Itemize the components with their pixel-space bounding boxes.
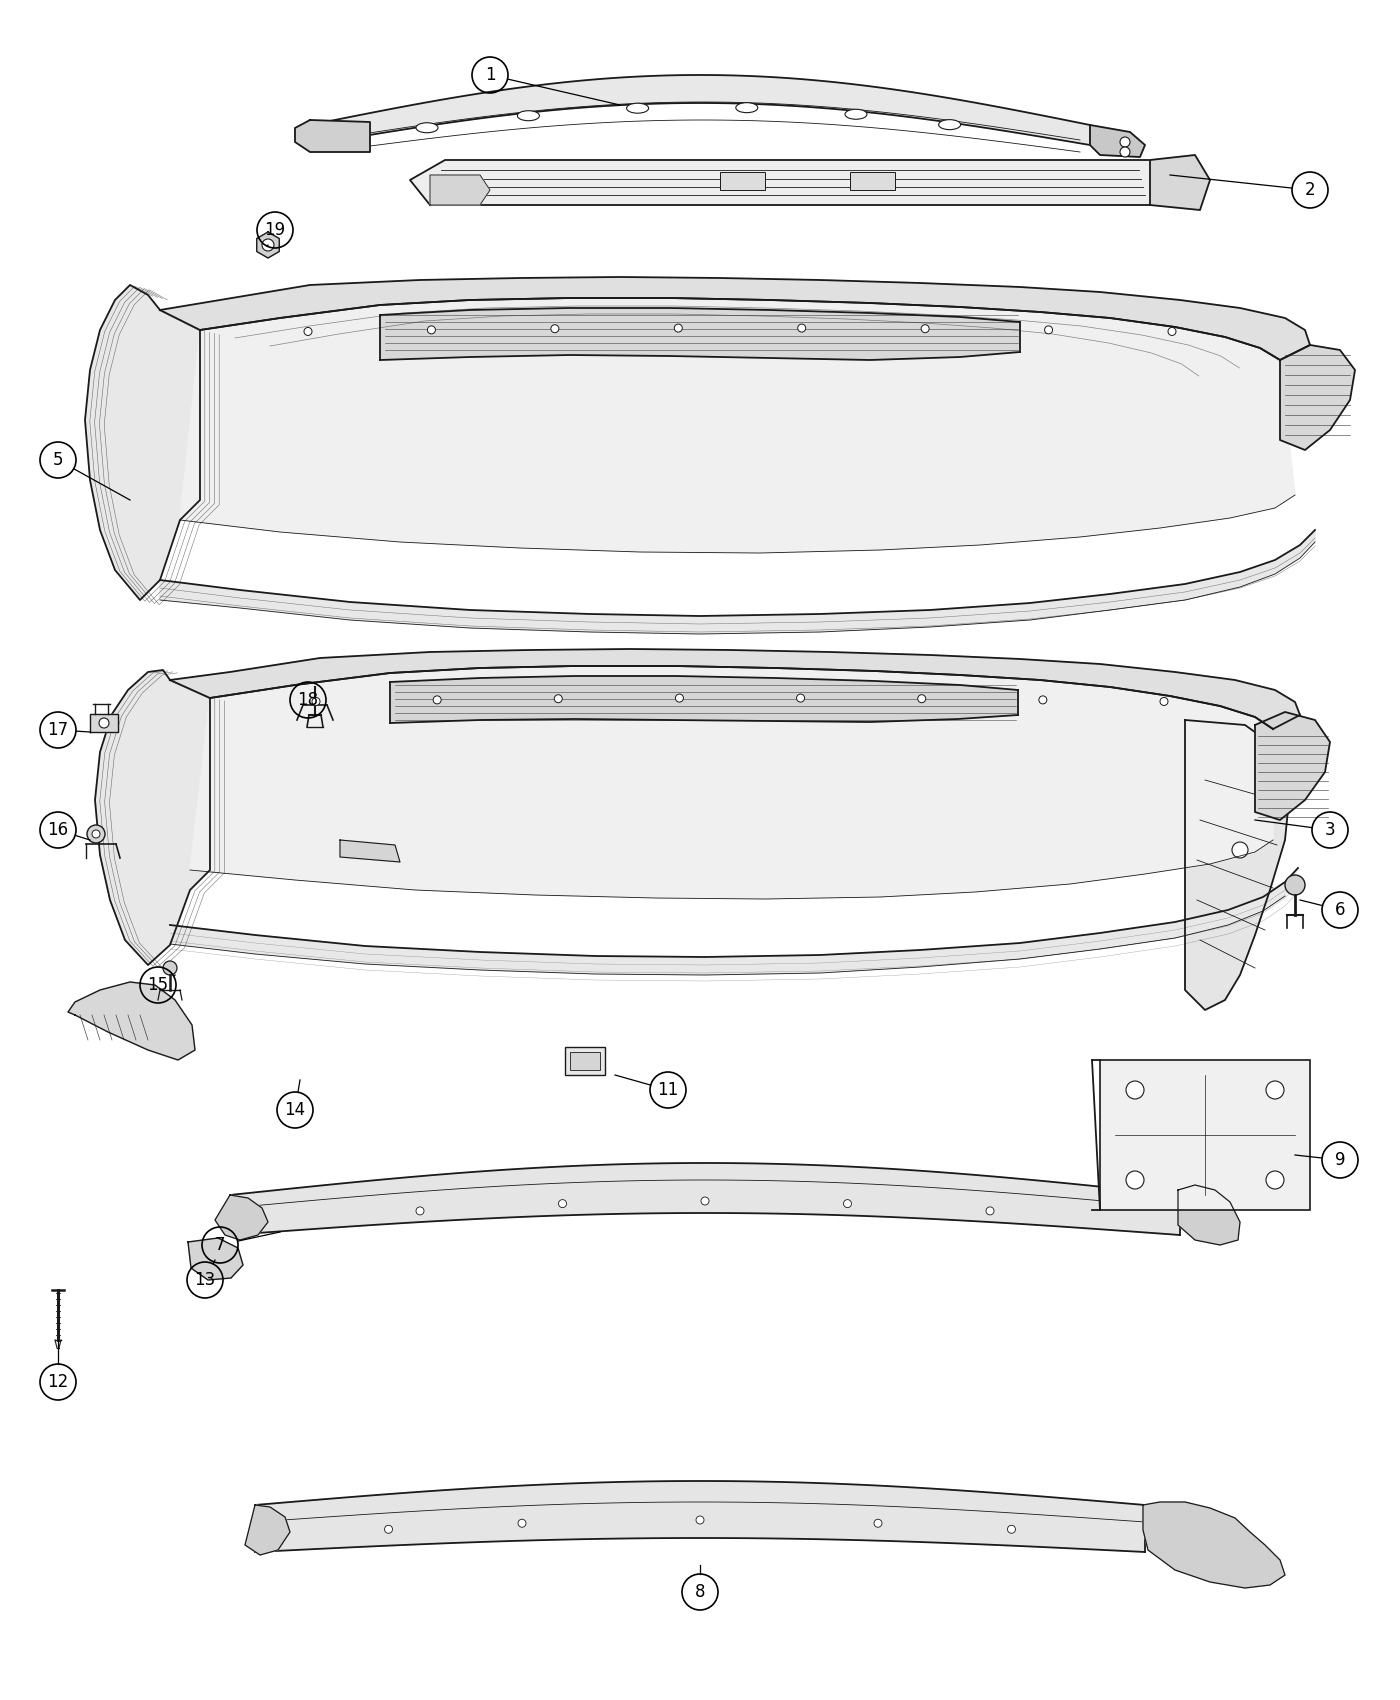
Circle shape bbox=[162, 960, 176, 976]
Polygon shape bbox=[230, 1163, 1180, 1234]
Circle shape bbox=[1266, 1081, 1284, 1098]
Bar bbox=[1100, 1061, 1310, 1210]
Polygon shape bbox=[340, 840, 400, 862]
Circle shape bbox=[797, 694, 805, 702]
Polygon shape bbox=[90, 714, 118, 733]
Polygon shape bbox=[245, 1504, 290, 1556]
Polygon shape bbox=[295, 121, 370, 151]
Text: 6: 6 bbox=[1334, 901, 1345, 920]
Circle shape bbox=[1266, 1171, 1284, 1188]
Ellipse shape bbox=[938, 119, 960, 129]
Text: 3: 3 bbox=[1324, 821, 1336, 840]
Ellipse shape bbox=[416, 122, 438, 133]
Circle shape bbox=[1161, 697, 1168, 706]
Polygon shape bbox=[85, 286, 200, 600]
Circle shape bbox=[559, 1200, 567, 1207]
Circle shape bbox=[1120, 146, 1130, 156]
Circle shape bbox=[99, 717, 109, 728]
Ellipse shape bbox=[627, 104, 648, 114]
Circle shape bbox=[1126, 1171, 1144, 1188]
Circle shape bbox=[92, 830, 99, 838]
Text: 19: 19 bbox=[265, 221, 286, 240]
Circle shape bbox=[304, 328, 312, 335]
Polygon shape bbox=[216, 1195, 267, 1239]
Text: 9: 9 bbox=[1334, 1151, 1345, 1170]
Text: 14: 14 bbox=[284, 1102, 305, 1119]
Circle shape bbox=[87, 824, 105, 843]
Polygon shape bbox=[169, 649, 1301, 729]
Bar bbox=[850, 172, 895, 190]
Text: 12: 12 bbox=[48, 1374, 69, 1391]
Polygon shape bbox=[169, 869, 1298, 976]
Circle shape bbox=[1232, 842, 1247, 858]
Polygon shape bbox=[410, 160, 1196, 206]
Polygon shape bbox=[181, 298, 1295, 552]
Circle shape bbox=[701, 1197, 708, 1205]
Circle shape bbox=[874, 1520, 882, 1527]
Bar bbox=[720, 172, 764, 190]
Polygon shape bbox=[391, 677, 1018, 722]
Polygon shape bbox=[95, 670, 210, 966]
Circle shape bbox=[1168, 328, 1176, 335]
Polygon shape bbox=[160, 530, 1315, 634]
Circle shape bbox=[433, 695, 441, 704]
Polygon shape bbox=[255, 1481, 1145, 1552]
Text: 11: 11 bbox=[658, 1081, 679, 1098]
Text: 16: 16 bbox=[48, 821, 69, 840]
Polygon shape bbox=[309, 75, 1091, 144]
Circle shape bbox=[554, 695, 563, 702]
Text: 8: 8 bbox=[694, 1583, 706, 1601]
Polygon shape bbox=[430, 175, 490, 206]
Polygon shape bbox=[256, 231, 279, 258]
Circle shape bbox=[675, 694, 683, 702]
Circle shape bbox=[550, 325, 559, 333]
Ellipse shape bbox=[736, 102, 757, 112]
Bar bbox=[566, 1047, 605, 1074]
Polygon shape bbox=[1149, 155, 1210, 211]
Circle shape bbox=[843, 1200, 851, 1207]
Circle shape bbox=[675, 325, 682, 332]
Circle shape bbox=[921, 325, 930, 333]
Ellipse shape bbox=[518, 110, 539, 121]
Circle shape bbox=[262, 240, 274, 252]
Circle shape bbox=[1126, 1081, 1144, 1098]
Polygon shape bbox=[1280, 345, 1355, 450]
Polygon shape bbox=[1177, 1185, 1240, 1244]
Circle shape bbox=[798, 325, 806, 332]
Polygon shape bbox=[190, 666, 1273, 899]
Circle shape bbox=[518, 1520, 526, 1527]
Polygon shape bbox=[1091, 126, 1145, 156]
Polygon shape bbox=[1184, 721, 1289, 1010]
Circle shape bbox=[1008, 1525, 1015, 1533]
Circle shape bbox=[1039, 695, 1047, 704]
Text: 5: 5 bbox=[53, 450, 63, 469]
Ellipse shape bbox=[846, 109, 867, 119]
Bar bbox=[570, 1052, 601, 1069]
Polygon shape bbox=[379, 308, 1021, 360]
Circle shape bbox=[696, 1516, 704, 1523]
Polygon shape bbox=[160, 277, 1310, 360]
Text: 2: 2 bbox=[1305, 180, 1316, 199]
Text: 17: 17 bbox=[48, 721, 69, 740]
Polygon shape bbox=[1142, 1503, 1285, 1588]
Circle shape bbox=[312, 697, 321, 706]
Circle shape bbox=[1044, 326, 1053, 333]
Text: 18: 18 bbox=[297, 690, 319, 709]
Text: 7: 7 bbox=[214, 1236, 225, 1255]
Circle shape bbox=[918, 695, 925, 702]
Polygon shape bbox=[188, 1238, 244, 1280]
Polygon shape bbox=[69, 983, 195, 1061]
Circle shape bbox=[385, 1525, 392, 1533]
Polygon shape bbox=[1254, 712, 1330, 819]
Circle shape bbox=[986, 1207, 994, 1216]
Text: 15: 15 bbox=[147, 976, 168, 994]
Circle shape bbox=[416, 1207, 424, 1216]
Text: 1: 1 bbox=[484, 66, 496, 83]
Circle shape bbox=[427, 326, 435, 333]
Text: 13: 13 bbox=[195, 1272, 216, 1289]
Circle shape bbox=[1285, 876, 1305, 894]
Circle shape bbox=[1120, 138, 1130, 146]
